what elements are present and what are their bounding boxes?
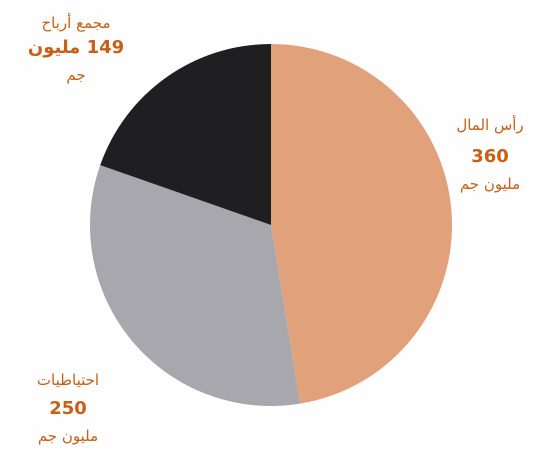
pie-slice-reserves <box>89 165 301 407</box>
slice-unit-retained-earnings: جم <box>66 66 85 84</box>
slices <box>89 43 453 407</box>
slice-label-reserves: احتياطيات 250 مليون جم <box>37 371 99 445</box>
slice-unit-capital: مليون جم <box>460 175 520 193</box>
slice-label-retained-earnings: مجمع أرباح 149 مليون جم <box>28 13 124 84</box>
slice-value-reserves: 250 <box>49 398 87 419</box>
slice-value-retained-earnings: 149 مليون <box>28 37 124 58</box>
slice-label-capital: رأس المال 360 مليون جم <box>456 115 523 193</box>
slice-labels: رأس المال 360 مليون جم احتياطيات 250 مليون جم… <box>28 13 524 445</box>
pie-slice-retained-earnings <box>100 44 271 225</box>
pie-slice-capital <box>271 43 453 404</box>
slice-label-reserves: احتياطيات <box>37 371 99 389</box>
slice-label-retained-earnings: مجمع أرباح <box>42 13 111 32</box>
slice-value-capital: 360 <box>471 146 509 167</box>
slice-label-capital: رأس المال <box>456 115 523 134</box>
slice-unit-reserves: مليون جم <box>38 427 98 445</box>
